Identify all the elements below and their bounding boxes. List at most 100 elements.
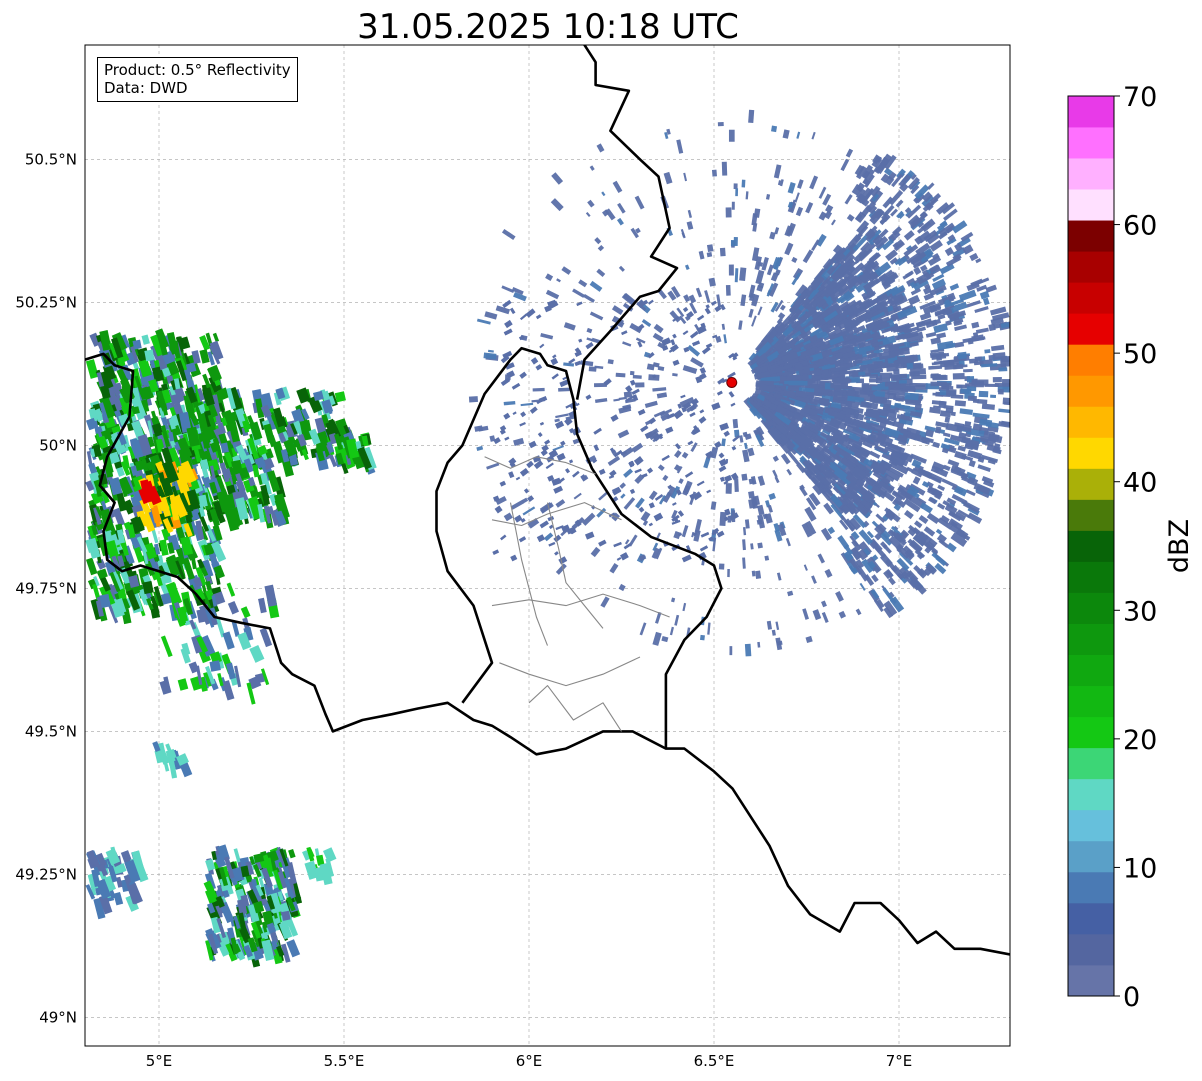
echo-cell [847, 234, 862, 249]
echo-cell [972, 412, 990, 419]
y-tick-label: 50.25°N [15, 293, 77, 311]
echo-cell [873, 348, 884, 355]
echo-cell [787, 386, 802, 392]
echo-cell [671, 285, 681, 298]
echo-cell [625, 385, 633, 393]
echo-cell [921, 437, 931, 445]
echo-cell [756, 362, 776, 375]
echo-cell [890, 285, 906, 297]
echo-cell [919, 211, 928, 220]
echo-cell [699, 545, 709, 552]
echo-cell [887, 529, 896, 538]
echo-cell [731, 201, 735, 210]
echo-cell [866, 530, 875, 539]
echo-cell [786, 222, 796, 237]
echo-cell [770, 301, 779, 313]
echo-cell [919, 300, 936, 310]
echo-cell [981, 403, 995, 410]
echo-cell [835, 591, 844, 602]
echo-cell [871, 340, 884, 348]
echo-cell [748, 308, 754, 318]
colorbar-bin [1068, 716, 1114, 749]
echo-cell [964, 421, 972, 427]
echo-cell [998, 388, 1004, 395]
colorbar-tick-label: 60 [1123, 211, 1157, 242]
echo-cell [573, 492, 582, 500]
echo-cell [676, 465, 683, 474]
echo-cell [936, 533, 947, 544]
echo-cell [766, 264, 774, 276]
echo-cell [891, 490, 904, 501]
echo-cell [847, 444, 859, 453]
echo-cell [698, 416, 707, 424]
echo-cell [661, 635, 669, 643]
echo-cell [508, 471, 515, 479]
echo-cell [849, 546, 863, 561]
echo-cell [863, 416, 871, 421]
echo-cell [905, 251, 922, 265]
colorbar-tick-label: 50 [1123, 339, 1157, 370]
echo-cell [742, 527, 747, 536]
echo-cell [719, 247, 726, 257]
echo-cell [733, 183, 738, 190]
echo-cell [695, 287, 703, 298]
echo-cell [847, 389, 856, 397]
echo-cell [503, 328, 513, 336]
echo-cell [694, 519, 702, 533]
echo-cell [941, 385, 954, 390]
y-axis-ticks: 49°N 49.25°N 49.5°N 49.75°N 50°N 50.25°N 50.5°… [15, 150, 77, 1026]
echo-cell [669, 344, 678, 351]
echo-cell [911, 459, 922, 469]
echo-cell [950, 394, 964, 399]
echo-cell [794, 192, 800, 203]
echo-cell [933, 304, 942, 311]
echo-cell [653, 410, 666, 418]
colorbar-bin [1068, 685, 1114, 718]
echo-cell [759, 404, 773, 416]
echo-cell [540, 332, 554, 340]
echo-cell [555, 413, 569, 419]
echo-cell [977, 399, 988, 405]
echo-cell [966, 386, 977, 392]
echo-cell [967, 395, 977, 402]
echo-cell [867, 560, 876, 570]
echo-cell [944, 307, 953, 315]
echo-cell [859, 582, 866, 591]
echo-cell [629, 488, 636, 495]
echo-cell [829, 493, 844, 508]
echo-cell [928, 496, 937, 505]
echo-cell [839, 519, 849, 531]
echo-cell [846, 214, 855, 222]
echo-cell [772, 469, 778, 478]
echo-cell [620, 552, 629, 561]
echo-cell [727, 568, 730, 578]
echo-cell [530, 357, 539, 365]
colorbar-bin [1068, 313, 1114, 345]
echo-cell [954, 450, 967, 461]
echo-cell [952, 373, 965, 380]
echo-cell [896, 434, 908, 444]
echo-cell [779, 432, 789, 444]
colorbar-bin [1068, 344, 1114, 376]
echo-cell [905, 331, 924, 343]
echo-cell [818, 355, 838, 367]
echo-cell [618, 396, 627, 401]
echo-cell [808, 492, 821, 507]
echo-cell [943, 404, 954, 410]
echo-cell [935, 421, 949, 429]
echo-cell [669, 626, 674, 636]
echo-cell [773, 393, 786, 401]
echo-cell [781, 324, 795, 337]
colorbar-bin [1068, 778, 1114, 811]
colorbar-bin [1068, 871, 1114, 904]
echo-cell [560, 440, 566, 446]
echo-cell [698, 250, 705, 260]
echo-cell [905, 209, 913, 217]
echo-cell [811, 131, 816, 140]
echo-cell [812, 483, 824, 496]
echo-cell [620, 493, 626, 499]
echo-cell [787, 308, 803, 324]
chart-title: 31.05.2025 10:18 UTC [357, 7, 739, 47]
echo-cell [520, 517, 526, 523]
echo-cell [750, 543, 754, 550]
